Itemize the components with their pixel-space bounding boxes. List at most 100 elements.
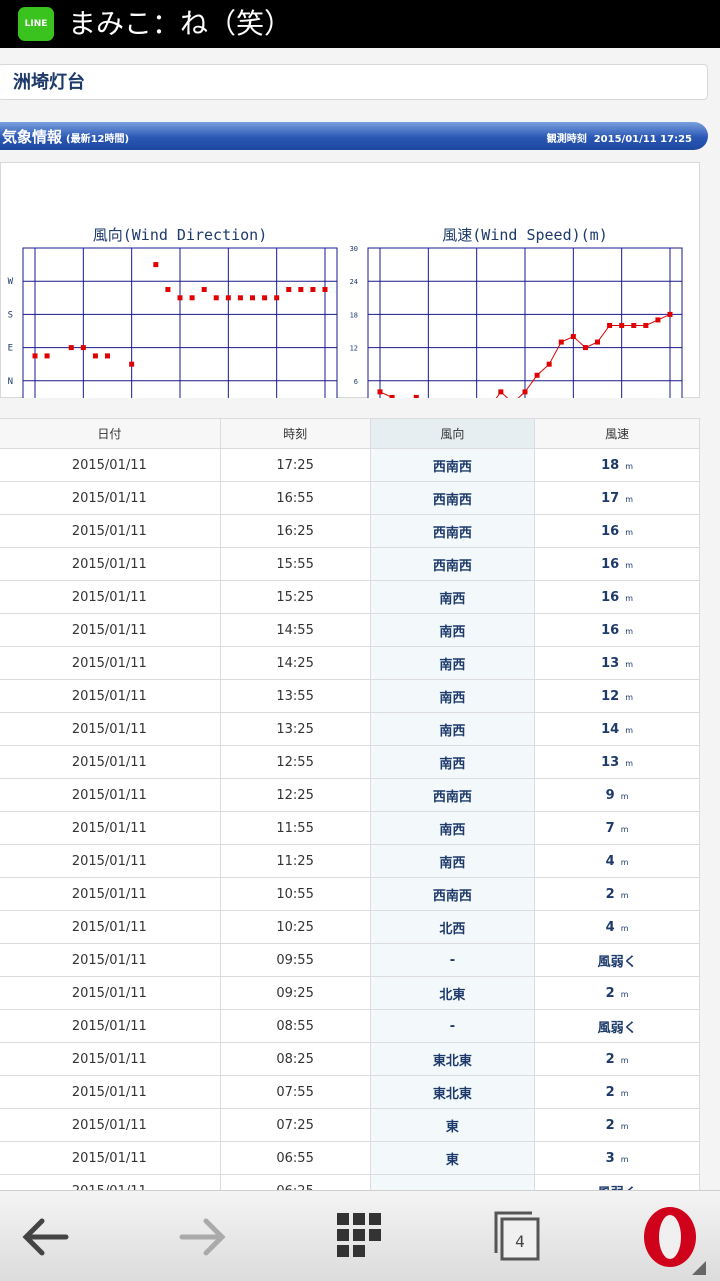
data-table: 日付 時刻 風向 風速 2015/01/11 17:25 西南西 18 m 2015/01/11 1…: [0, 418, 700, 1190]
point: [68, 345, 74, 351]
point: [250, 295, 255, 301]
speed-cell: 風弱く: [534, 943, 700, 977]
point: [534, 372, 540, 378]
point: [631, 322, 637, 328]
time-cell: 17:25: [219, 448, 371, 482]
date-cell: 2015/01/11: [0, 1042, 221, 1076]
back-button[interactable]: [22, 1218, 69, 1256]
speed-cell: 14 m: [534, 712, 700, 746]
page-title: 洲埼灯台: [0, 64, 708, 100]
point: [129, 361, 135, 367]
time-cell: 13:25: [219, 712, 371, 746]
chart-title: 風速(Wind Speed)(m): [442, 226, 607, 244]
table-row: 2015/01/11 17:25 西南西 18 m: [0, 448, 700, 482]
date-cell: 2015/01/11: [0, 778, 221, 812]
table-row: 2015/01/11 10:25 北西 4 m: [0, 910, 700, 944]
direction-cell: 東: [369, 1141, 536, 1175]
date-cell: 2015/01/11: [0, 910, 221, 944]
time-cell: 15:55: [219, 547, 371, 581]
date-cell: 2015/01/11: [0, 1174, 221, 1190]
speed-unit: m: [625, 758, 634, 768]
date-cell: 2015/01/11: [0, 481, 221, 515]
speed-unit: m: [620, 890, 629, 900]
table-header: 日付 時刻 風向 風速: [0, 418, 700, 449]
speed-dial-button[interactable]: [337, 1213, 381, 1257]
point: [237, 295, 243, 301]
direction-cell: 西南西: [369, 514, 536, 548]
date-cell: 2015/01/11: [0, 712, 221, 746]
direction-cell: -: [369, 943, 536, 977]
point: [310, 287, 316, 292]
direction-cell: 南西: [369, 811, 536, 845]
speed-unit: m: [620, 824, 629, 834]
table-row: 2015/01/11 13:25 南西 14 m: [0, 712, 700, 746]
time-cell: 10:25: [219, 910, 371, 944]
table-row: 2015/01/11 12:25 西南西 9 m: [0, 778, 700, 812]
speed-unit: m: [625, 527, 634, 537]
point: [546, 361, 552, 367]
y-tick-label: N: [8, 377, 13, 387]
section-header: 気象情報 (最新12時間) 観測時刻 2015/01/11 17:25: [0, 122, 708, 150]
time-cell: 06:25: [219, 1174, 371, 1190]
charts-panel: 風向(Wind Direction)NESW05:2507:2509:2511:…: [0, 162, 700, 398]
speed-value: 2: [605, 1051, 615, 1067]
speed-value: 7: [605, 820, 615, 836]
direction-cell: 東: [369, 1108, 536, 1142]
y-tick-label: W: [8, 277, 14, 287]
date-cell: 2015/01/11: [0, 580, 221, 614]
point: [570, 334, 576, 340]
point: [582, 345, 588, 351]
speed-value: 2: [605, 886, 615, 902]
date-cell: 2015/01/11: [0, 943, 221, 977]
speed-cell: 16 m: [534, 580, 700, 614]
point: [298, 287, 304, 292]
table-row: 2015/01/11 14:55 南西 16 m: [0, 613, 700, 647]
speed-unit: m: [625, 593, 634, 603]
speed-unit: m: [625, 725, 634, 735]
table-row: 2015/01/11 08:25 東北東 2 m: [0, 1042, 700, 1076]
speed-unit: m: [620, 1055, 629, 1065]
time-cell: 16:25: [219, 514, 371, 548]
y-tick-label: 6: [354, 378, 358, 386]
point: [32, 353, 38, 359]
direction-cell: 西南西: [369, 778, 536, 812]
date-cell: 2015/01/11: [0, 1141, 221, 1175]
speed-value: 13: [601, 754, 620, 770]
opera-menu[interactable]: [644, 1207, 706, 1275]
direction-cell: 南西: [369, 712, 536, 746]
time-cell: 11:25: [219, 844, 371, 878]
time-cell: 09:25: [219, 976, 371, 1010]
point: [558, 339, 564, 345]
speed-unit: m: [620, 791, 629, 801]
time-cell: 10:55: [219, 877, 371, 911]
point: [92, 353, 98, 359]
speed-value: 14: [601, 721, 620, 737]
table-row: 2015/01/11 07:55 東北東 2 m: [0, 1075, 700, 1109]
direction-cell: 西南西: [369, 481, 536, 515]
table-row: 2015/01/11 11:25 南西 4 m: [0, 844, 700, 878]
speed-cell: 13 m: [534, 745, 700, 779]
point: [522, 389, 528, 395]
app-icon[interactable]: LINE: [18, 7, 54, 41]
speed-value: 2: [605, 1117, 615, 1133]
speed-unit: m: [620, 923, 629, 933]
direction-cell: 南西: [369, 679, 536, 713]
speed-value: 風弱く: [597, 954, 637, 970]
table-row: 2015/01/11 06:55 東 3 m: [0, 1141, 700, 1175]
tabs-button[interactable]: 4: [494, 1211, 540, 1261]
speed-cell: 16 m: [534, 613, 700, 647]
point: [44, 353, 50, 359]
speed-unit: m: [620, 1121, 629, 1131]
speed-value: 12: [601, 688, 620, 704]
time-cell: 07:55: [219, 1075, 371, 1109]
point: [498, 389, 504, 395]
table-row: 2015/01/11 10:55 西南西 2 m: [0, 877, 700, 911]
section-subtitle: (最新12時間): [66, 134, 130, 145]
forward-button: [179, 1218, 226, 1256]
